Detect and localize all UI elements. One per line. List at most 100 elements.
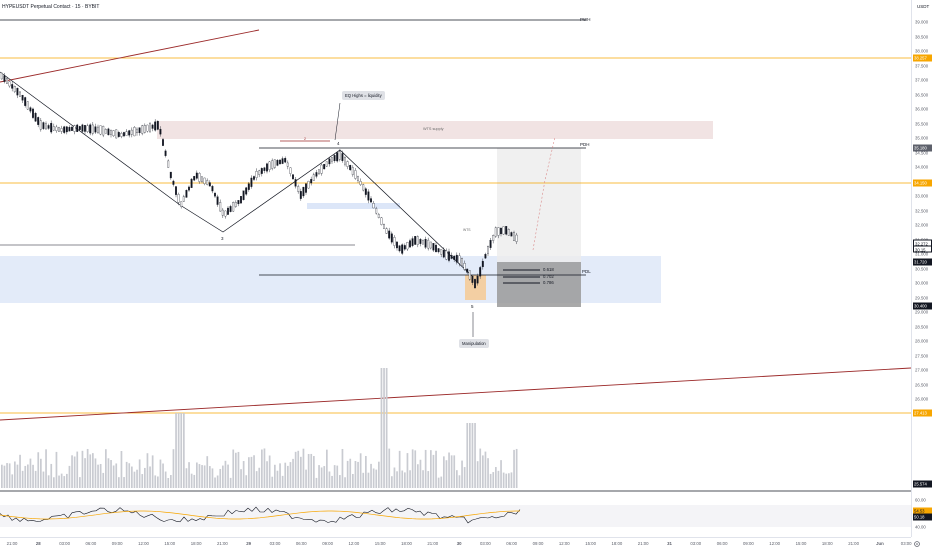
candle-body (141, 125, 144, 134)
rsi-tick: 60.00 (915, 497, 926, 503)
price-tag: 30.15 (913, 245, 932, 253)
time-tick: 18:00 (401, 541, 412, 546)
volume-bar (19, 454, 21, 488)
volume-bar (302, 448, 305, 488)
candle-body (143, 125, 146, 133)
volume-bar (81, 450, 84, 488)
pdh-label: PDH (580, 142, 590, 147)
projection-dash (532, 136, 556, 251)
price-tick: 34.500 (915, 150, 929, 155)
candle-body (211, 186, 214, 192)
time-tick: 06:00 (295, 541, 307, 546)
volume-bar (73, 456, 76, 488)
volume-bar (250, 456, 253, 488)
volume-bar (409, 470, 411, 488)
candle-body (94, 126, 97, 133)
candle-body (494, 227, 497, 237)
volume-bar (320, 467, 323, 488)
price-tick: 39.000 (915, 19, 929, 25)
candle-body (312, 174, 315, 181)
price-tick: 29.000 (915, 309, 929, 315)
price-axis[interactable] (911, 0, 932, 537)
candle-body (359, 181, 362, 185)
volume-bar (274, 464, 276, 488)
candle-body (487, 246, 489, 254)
price-tick: 35.500 (915, 121, 929, 126)
small-demand-zone (307, 203, 400, 209)
candle-body (24, 97, 27, 106)
volume-bar (313, 456, 315, 488)
price-tick: 38.000 (915, 48, 929, 54)
candle-body (375, 208, 378, 214)
candle-body (60, 128, 63, 132)
time-tick: 06:00 (506, 541, 518, 546)
trendline-upper[interactable] (0, 29, 260, 83)
candle-body (440, 249, 443, 255)
candle-body (320, 164, 323, 174)
time-tick: 18:00 (821, 541, 833, 546)
candle-body (149, 123, 151, 132)
fib-label-0618: 0.618 (543, 267, 554, 272)
candle-body (232, 202, 235, 212)
candle-body (162, 139, 164, 146)
price-tag: 30.400 (913, 302, 932, 310)
volume-bar (146, 453, 149, 488)
candle-body (422, 240, 424, 245)
volume-bar (328, 471, 331, 488)
candle-body (481, 260, 484, 268)
candle-body (21, 94, 24, 101)
volume-bar (125, 461, 128, 488)
position-stop-zone (497, 262, 581, 307)
price-tag: 38.257 (913, 54, 932, 62)
volume-bar (354, 461, 357, 488)
volume-bar (289, 462, 292, 488)
gear-icon[interactable] (913, 540, 921, 548)
volume-bar (115, 463, 118, 488)
candle-body (357, 176, 359, 181)
elliott-wave-path[interactable] (0, 71, 474, 278)
candle-body (123, 132, 125, 137)
candle-body (177, 194, 180, 203)
volume-bar (63, 476, 66, 488)
volume-bar (502, 472, 505, 488)
candle-body (224, 210, 227, 217)
volume-bar (341, 448, 344, 488)
candle-body (198, 173, 201, 182)
volume-bar (237, 451, 240, 488)
candle-body (11, 84, 14, 89)
volume-bar (292, 458, 294, 488)
volume-bar (284, 462, 287, 488)
volume-bar (60, 473, 63, 488)
volume-bar (463, 467, 466, 488)
candle-body (411, 238, 414, 246)
volume-bar (383, 368, 385, 488)
price-tick: 37.500 (915, 63, 929, 68)
candle-body (286, 162, 289, 167)
candle-body (151, 124, 154, 129)
volume-bar (71, 455, 73, 488)
candle-body (489, 240, 492, 248)
candle-body (458, 255, 461, 264)
volume-bar (58, 475, 60, 488)
trendline-lower[interactable] (0, 367, 912, 421)
volume-bar (432, 454, 435, 488)
time-tick: 06:00 (716, 541, 728, 546)
volume-bar (445, 460, 448, 488)
candle-body (505, 226, 508, 235)
volume-bar (123, 477, 125, 488)
candle-body (169, 171, 172, 179)
candle-body (32, 108, 34, 118)
candle-body (346, 161, 349, 167)
price-tag: 34.150 (913, 179, 932, 187)
volume-bar (346, 460, 349, 488)
fib-label-0786: 0.786 (543, 280, 554, 285)
volume-bar (466, 423, 469, 488)
candle-body (385, 228, 388, 234)
volume-bar (183, 413, 185, 488)
candle-body (437, 248, 440, 253)
candle-body (188, 186, 190, 191)
volume-bar (42, 471, 45, 488)
time-axis[interactable] (0, 537, 911, 551)
eq-highs-callout: EQ Highs = liquidity (342, 91, 385, 100)
